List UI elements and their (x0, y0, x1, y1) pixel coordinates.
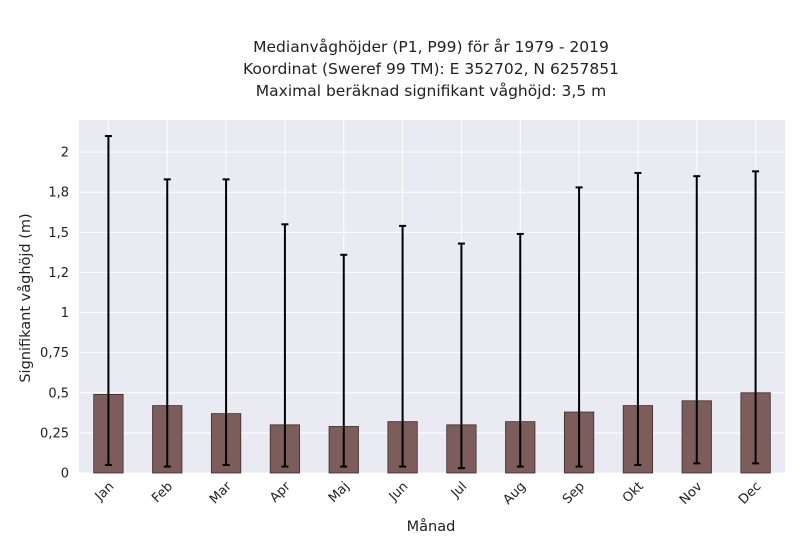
x-tick-label: Dec (736, 479, 764, 507)
x-tick-label: Jan (92, 479, 117, 504)
y-tick-label: 0,5 (48, 386, 69, 401)
y-axis-label: Signifikant våghöjd (m) (17, 213, 34, 382)
y-tick-label: 0,75 (40, 346, 69, 361)
y-tick-label: 1,2 (48, 266, 69, 281)
x-tick-label: Nov (677, 479, 706, 508)
error-bar-jan (104, 135, 112, 466)
x-tick-label: Jul (448, 479, 470, 501)
x-axis-ticks: Jan Feb Mar Apr Maj Jun Jul Aug Sep Okt Nov Dec (92, 479, 765, 508)
y-tick-label: 0,25 (40, 426, 69, 441)
x-axis-label: Månad (407, 518, 456, 535)
y-tick-label: 1,5 (48, 226, 69, 241)
error-bar-jul (457, 242, 465, 470)
y-tick-label: 1,8 (48, 186, 69, 201)
y-axis-ticks: 0 0,25 0,5 0,75 1 1,2 1,5 1,8 2 (40, 146, 69, 482)
x-tick-label: Jun (386, 479, 412, 505)
error-bar-jun (399, 224, 407, 468)
y-tick-label: 0 (61, 467, 69, 482)
y-tick-label: 2 (61, 146, 69, 161)
x-tick-label: Okt (620, 479, 647, 506)
x-tick-label: Mar (207, 479, 235, 507)
error-bars (104, 135, 760, 470)
x-tick-label: Sep (560, 479, 588, 507)
error-bar-sep (575, 186, 583, 468)
x-tick-label: Aug (501, 479, 530, 508)
error-bar-okt (634, 171, 642, 466)
error-bar-maj (340, 253, 348, 468)
y-tick-label: 1 (61, 306, 69, 321)
chart-title-line-2: Koordinat (Sweref 99 TM): E 352702, N 62… (243, 60, 619, 78)
chart-title-line-3: Maximal beräknad signifikant våghöjd: 3,… (256, 82, 606, 100)
error-bar-aug (516, 232, 524, 468)
x-tick-label: Feb (149, 479, 176, 506)
error-bar-feb (163, 178, 171, 468)
chart-title: Medianvåghöjder (P1, P99) för år 1979 - … (243, 38, 619, 100)
error-bar-nov (693, 175, 701, 465)
x-tick-label: Apr (267, 479, 294, 506)
plot-area (79, 120, 785, 473)
error-bar-mar (222, 178, 230, 466)
error-bar-apr (281, 223, 289, 468)
x-tick-label: Maj (326, 479, 353, 506)
chart-title-line-1: Medianvåghöjder (P1, P99) för år 1979 - … (253, 38, 609, 56)
error-bar-dec (752, 170, 760, 465)
